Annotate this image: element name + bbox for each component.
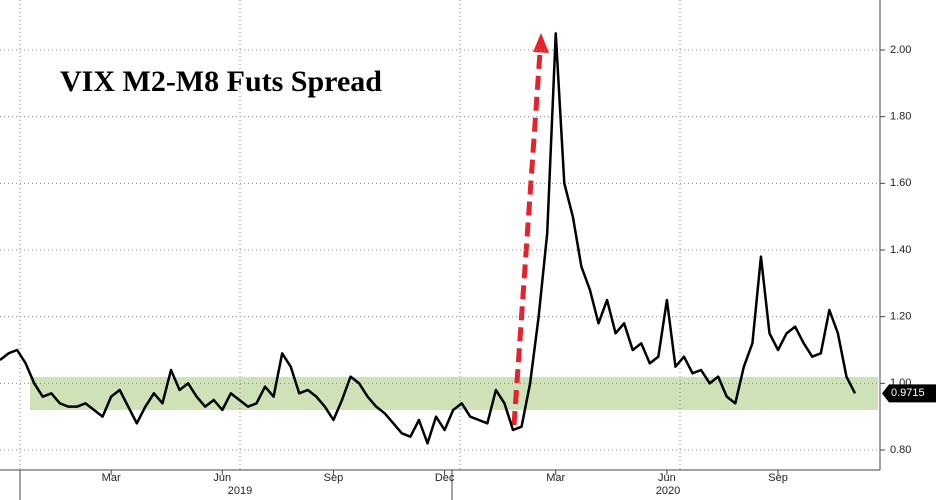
y-tick-label: 0.80 [890,444,911,456]
arrow [511,33,549,426]
line [0,32,857,445]
x-tick-label: Mar [102,472,121,484]
x-tick-label: Jun [213,472,231,484]
x-tick-label: Dec [435,472,455,484]
y-tick-label: 1.40 [890,244,911,256]
chart-title: VIX M2-M8 Futs Spread [60,65,382,98]
x-tick-label: Sep [768,472,788,484]
last-value-label: 0.9715 [891,387,925,399]
y-tick-label: 2.00 [890,44,911,56]
x-tick-label: Mar [546,472,565,484]
last-value-flag [882,384,936,403]
arrow-head [533,33,549,53]
x-tick-label: Sep [324,472,344,484]
y-tick-label: 1.20 [890,311,911,323]
x-tick-label: Jun [658,472,676,484]
y-tick-label: 1.60 [890,177,911,189]
y-tick-label: 1.80 [890,111,911,123]
highlight-band [30,377,878,410]
year-label: 2020 [656,485,680,497]
arrow-shaft [511,51,543,426]
year-label: 2019 [228,485,252,497]
